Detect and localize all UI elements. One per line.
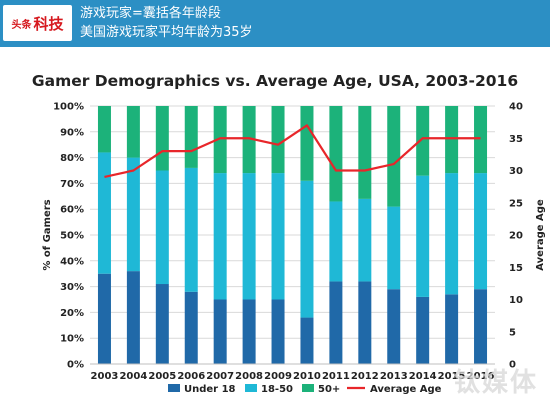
bar-50plus (474, 106, 488, 174)
legend-50plus-label: 50+ (318, 384, 340, 395)
legend-under18-label: Under 18 (184, 384, 236, 395)
bar-under18 (271, 299, 285, 364)
bar-18-50 (300, 180, 314, 318)
x-tick-label: 2004 (119, 371, 147, 382)
x-tick-label: 2006 (177, 371, 205, 382)
bar-18-50 (416, 175, 430, 297)
bar-under18 (474, 289, 488, 364)
y2-tick-label: 35 (509, 134, 523, 145)
bar-50plus (271, 106, 285, 174)
x-tick-label: 2008 (235, 371, 263, 382)
y-tick-label: 80% (60, 153, 84, 164)
y2-axis-label: Average Age (535, 199, 546, 271)
y-tick-label: 20% (60, 308, 84, 319)
bar-50plus (184, 106, 198, 168)
bar-50plus (155, 106, 169, 171)
bar-18-50 (184, 167, 198, 292)
bar-50plus (97, 106, 111, 153)
watermark: 钛媒体 (453, 368, 538, 398)
y-tick-label: 90% (60, 127, 84, 138)
bar-under18 (126, 271, 140, 364)
y-tick-label: 100% (53, 102, 84, 113)
logo: 头条 科技 (3, 5, 72, 41)
bar-18-50 (329, 201, 343, 282)
y-axis-label: % of Gamers (42, 199, 53, 270)
x-tick-label: 2014 (409, 371, 437, 382)
bar-50plus (416, 106, 430, 176)
y2-tick-label: 10 (509, 295, 523, 306)
y2-tick-label: 15 (509, 263, 523, 274)
bar-18-50 (474, 173, 488, 290)
bar-under18 (329, 281, 343, 364)
y-tick-label: 0% (67, 360, 84, 371)
bar-under18 (416, 296, 430, 364)
bar-under18 (387, 289, 401, 364)
y2-tick-label: 40 (509, 102, 523, 113)
bar-50plus (329, 106, 343, 202)
x-tick-label: 2003 (91, 371, 119, 382)
bar-18-50 (97, 152, 111, 274)
bar-18-50 (387, 206, 401, 290)
legend-18-50-label: 18-50 (261, 384, 293, 395)
logo-text-main: 科技 (33, 14, 64, 33)
bar-under18 (97, 273, 111, 364)
x-tick-label: 2007 (206, 371, 234, 382)
legend-under18-swatch (168, 384, 180, 392)
y-tick-label: 70% (60, 179, 84, 190)
x-tick-label: 2012 (351, 371, 379, 382)
bar-under18 (155, 284, 169, 364)
y-tick-label: 10% (60, 334, 84, 345)
average-age-line (104, 124, 481, 179)
bar-50plus (242, 106, 256, 174)
y-tick-label: 40% (60, 256, 84, 267)
bar-18-50 (126, 157, 140, 272)
bar-18-50 (155, 170, 169, 285)
bar-18-50 (213, 173, 227, 300)
legend-50plus-swatch (302, 384, 314, 392)
x-tick-label: 2005 (148, 371, 176, 382)
bar-50plus (126, 106, 140, 158)
bar-under18 (184, 291, 198, 364)
bar-50plus (300, 106, 314, 181)
bar-18-50 (445, 173, 459, 295)
y2-tick-label: 20 (509, 231, 523, 242)
bar-under18 (445, 294, 459, 364)
y-tick-label: 60% (60, 205, 84, 216)
x-tick-label: 2013 (380, 371, 408, 382)
bar-under18 (300, 317, 314, 364)
y2-tick-label: 0 (509, 360, 516, 371)
bar-18-50 (271, 173, 285, 300)
x-tick-label: 2010 (293, 371, 321, 382)
header-banner: 头条 科技 游戏玩家=囊括各年龄段 美国游戏玩家平均年龄为35岁 (0, 0, 550, 47)
bar-50plus (387, 106, 401, 207)
y-tick-label: 50% (60, 231, 84, 242)
y2-tick-label: 5 (509, 327, 516, 338)
legend-18-50-swatch (245, 384, 257, 392)
x-tick-label: 2015 (438, 371, 466, 382)
bar-50plus (358, 106, 372, 199)
bar-18-50 (358, 198, 372, 282)
chart-title: Gamer Demographics vs. Average Age, USA,… (31, 72, 519, 90)
logo-text-small: 头条 (11, 19, 32, 31)
y-tick-label: 30% (60, 282, 84, 293)
legend-average-age-label: Average Age (370, 384, 442, 395)
bar-under18 (213, 299, 227, 364)
bar-50plus (445, 106, 459, 174)
y2-tick-label: 30 (509, 166, 523, 177)
header-line-1: 游戏玩家=囊括各年龄段 (80, 6, 221, 21)
x-tick-label: 2009 (264, 371, 292, 382)
bar-under18 (358, 281, 372, 364)
bar-18-50 (242, 173, 256, 300)
bar-50plus (213, 106, 227, 174)
x-tick-label: 2016 (467, 371, 495, 382)
y2-tick-label: 25 (509, 198, 523, 209)
bar-under18 (242, 299, 256, 364)
x-tick-label: 2011 (322, 371, 350, 382)
header-line-2: 美国游戏玩家平均年龄为35岁 (80, 25, 253, 40)
